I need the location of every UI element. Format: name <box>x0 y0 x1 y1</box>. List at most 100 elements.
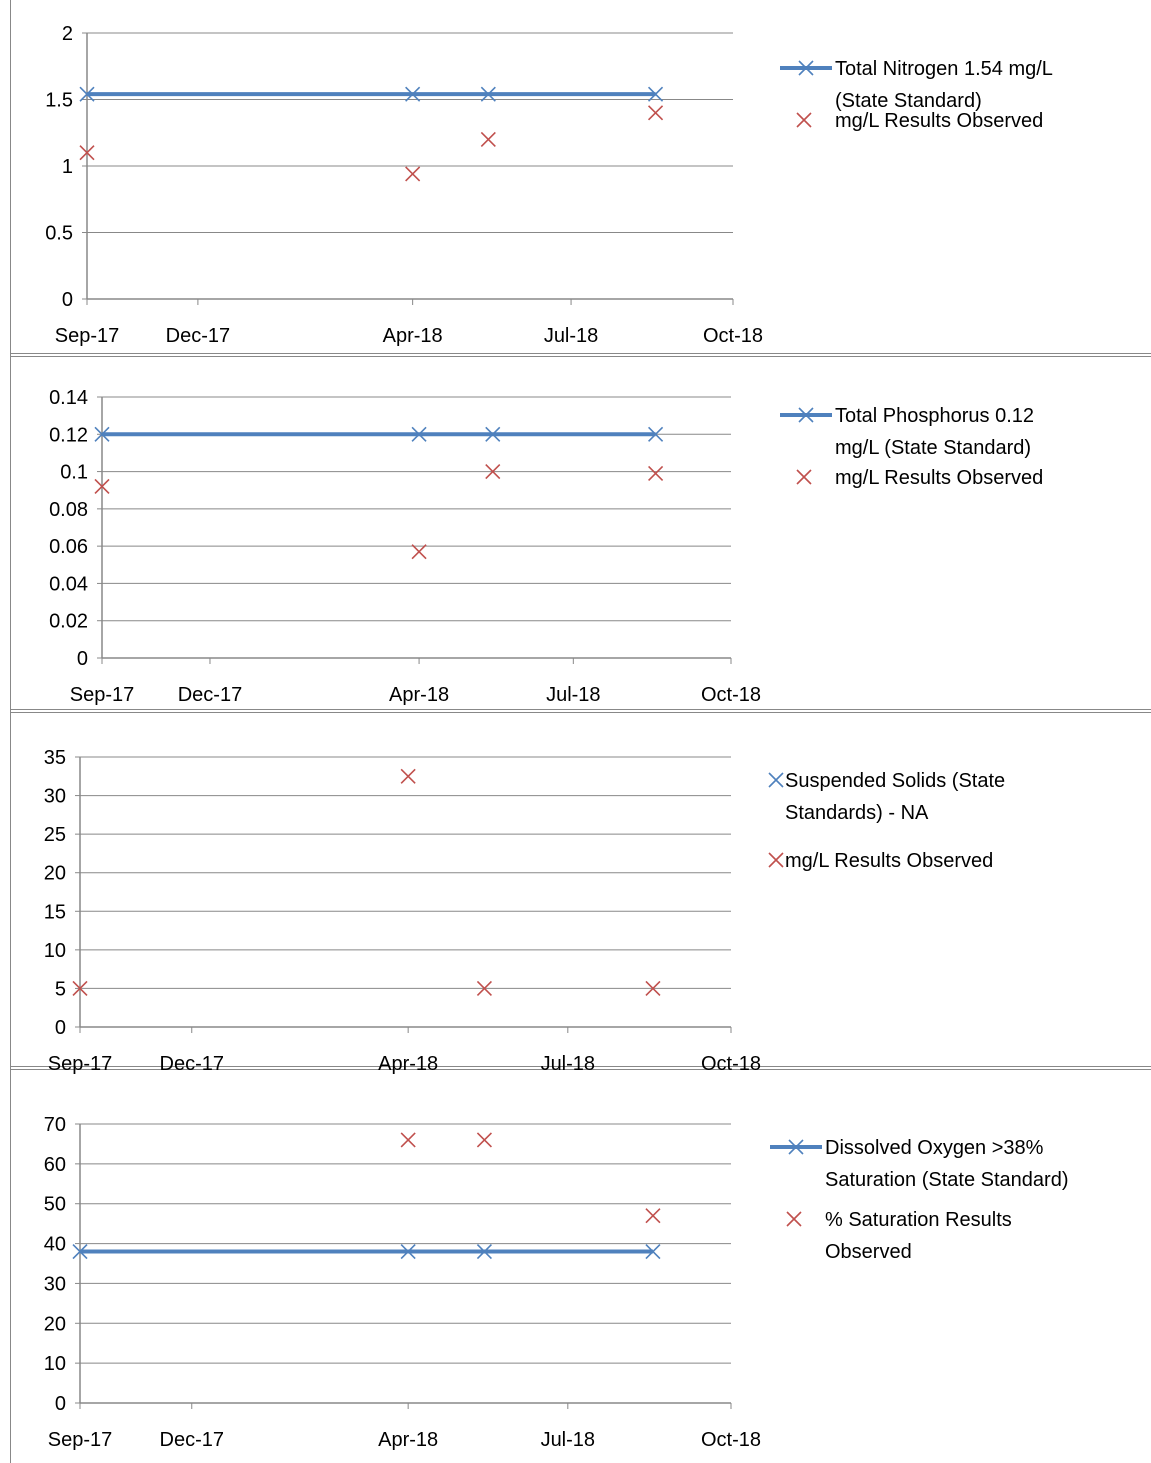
y-tick-label: 40 <box>44 1234 66 1256</box>
y-tick-label: 70 <box>44 1114 66 1136</box>
legend-x-icon <box>768 772 784 788</box>
chart-panel-3: 0 5 10 15 20 25 30 35 Sep-17 Dec-17 Apr-18 Jul-18 Oc… <box>44 747 1005 1075</box>
x-tick-label: Oct-18 <box>701 1429 761 1451</box>
legend-entry: % Saturation Results Observed <box>786 1209 1012 1263</box>
y-tick-label: 30 <box>44 1273 66 1295</box>
y-tick-label: 25 <box>44 824 66 846</box>
legend-x-icon <box>798 60 814 76</box>
y-tick-label: 0.1 <box>60 462 88 484</box>
legend-label: Total Nitrogen 1.54 mg/L <box>835 58 1053 80</box>
x-tick-label: Jul-18 <box>541 1053 595 1075</box>
y-tick-label: 0.02 <box>49 611 88 633</box>
y-tick-label: 35 <box>44 747 66 769</box>
chart-panel-4: 0 10 20 30 40 50 60 70 Sep-17 Dec-17 Apr-18 Jul-18 O… <box>44 1114 1069 1451</box>
standard-point <box>72 1243 88 1260</box>
x-tick-label: Oct-18 <box>701 684 761 706</box>
y-tick-label: 0 <box>55 1017 66 1039</box>
x-tick-label: Dec-17 <box>178 684 242 706</box>
legend-entry: Suspended Solids (State Standards) - NA <box>768 770 1005 824</box>
x-tick-label: Jul-18 <box>541 1429 595 1451</box>
y-tick-label: 0.06 <box>49 536 88 558</box>
y-tick-label: 5 <box>55 978 66 1000</box>
legend-x-icon <box>786 1211 802 1227</box>
observed-point <box>645 980 661 996</box>
y-tick-label: 1.5 <box>45 90 73 112</box>
legend-label: mg/L (State Standard) <box>835 437 1031 459</box>
standard-point <box>648 426 664 442</box>
legend-label: Standards) - NA <box>785 802 929 824</box>
standard-point <box>411 426 427 442</box>
legend-x-icon <box>788 1139 804 1155</box>
legend-x-icon <box>796 469 812 485</box>
legend-label: (State Standard) <box>835 90 982 112</box>
legend-label: mg/L Results Observed <box>835 110 1043 132</box>
y-tick-label: 60 <box>44 1154 66 1176</box>
observed-point <box>94 478 110 495</box>
y-tick-label: 0 <box>55 1393 66 1415</box>
y-tick-label: 20 <box>44 863 66 885</box>
legend-entry: Dissolved Oxygen >38% Saturation (State S… <box>770 1137 1068 1191</box>
legend-entry: mg/L Results Observed <box>796 467 1043 489</box>
y-tick-label: 0.12 <box>49 424 88 446</box>
observed-point <box>72 980 88 996</box>
legend-label: Suspended Solids (State <box>785 770 1005 792</box>
observed-point <box>645 1208 661 1224</box>
observed-point <box>400 1132 416 1148</box>
legend-entry: mg/L Results Observed <box>796 110 1043 132</box>
legend-x-icon <box>768 852 784 868</box>
y-tick-label: 0.08 <box>49 499 88 521</box>
legend-x-icon <box>798 407 814 423</box>
x-tick-label: Sep-17 <box>48 1053 113 1075</box>
legend-label: mg/L Results Observed <box>785 850 993 872</box>
chart-panel-1: 0 0.5 1 1.5 2 Sep-17 Dec-17 Apr-18 Jul-18 Oct-18 T… <box>45 23 1053 347</box>
y-tick-label: 0 <box>77 648 88 670</box>
legend-label: Total Phosphorus 0.12 <box>835 405 1034 427</box>
x-tick-label: Apr-18 <box>378 1429 438 1451</box>
standard-point <box>94 426 110 442</box>
x-tick-label: Sep-17 <box>70 684 135 706</box>
x-tick-label: Jul-18 <box>544 325 598 347</box>
legend-x-icon <box>796 112 812 128</box>
x-tick-label: Oct-18 <box>703 325 763 347</box>
x-tick-label: Apr-18 <box>378 1053 438 1075</box>
y-tick-label: 0.14 <box>49 387 88 409</box>
standard-point <box>476 1243 493 1260</box>
y-tick-label: 10 <box>44 1353 66 1375</box>
observed-point <box>480 131 496 147</box>
standard-point <box>79 86 95 102</box>
x-tick-label: Dec-17 <box>166 325 230 347</box>
observed-point <box>647 105 664 121</box>
legend-label: % Saturation Results <box>825 1209 1012 1231</box>
x-tick-label: Dec-17 <box>160 1429 224 1451</box>
legend-entry: mg/L Results Observed <box>768 850 993 872</box>
x-tick-label: Oct-18 <box>701 1053 761 1075</box>
y-tick-label: 30 <box>44 786 66 808</box>
observed-point <box>400 768 416 784</box>
observed-point <box>411 544 427 560</box>
observed-point <box>405 166 421 182</box>
y-tick-label: 0 <box>62 289 73 311</box>
legend-entry: Total Phosphorus 0.12 mg/L (State Standar… <box>780 405 1034 459</box>
observed-point <box>648 465 664 482</box>
x-tick-label: Apr-18 <box>383 325 443 347</box>
legend-label: mg/L Results Observed <box>835 467 1043 489</box>
standard-point <box>647 86 664 102</box>
x-tick-label: Jul-18 <box>546 684 600 706</box>
observed-point <box>485 464 501 480</box>
observed-point <box>79 145 95 161</box>
chart-panel-2: 0 0.02 0.04 0.06 0.08 0.1 0.12 0.14 Sep-17 Dec-17… <box>49 387 1043 706</box>
x-tick-label: Sep-17 <box>48 1429 113 1451</box>
y-tick-label: 15 <box>44 901 66 923</box>
y-tick-label: 20 <box>44 1313 66 1335</box>
standard-point <box>480 86 496 102</box>
x-tick-label: Sep-17 <box>55 325 120 347</box>
standard-point <box>485 426 501 442</box>
legend-label: Observed <box>825 1241 912 1263</box>
standard-point <box>645 1243 661 1260</box>
y-tick-label: 0.5 <box>45 223 73 245</box>
y-tick-label: 10 <box>44 940 66 962</box>
observed-point <box>476 1132 493 1148</box>
observed-point <box>476 980 493 996</box>
legend-label: Saturation (State Standard) <box>825 1169 1068 1191</box>
